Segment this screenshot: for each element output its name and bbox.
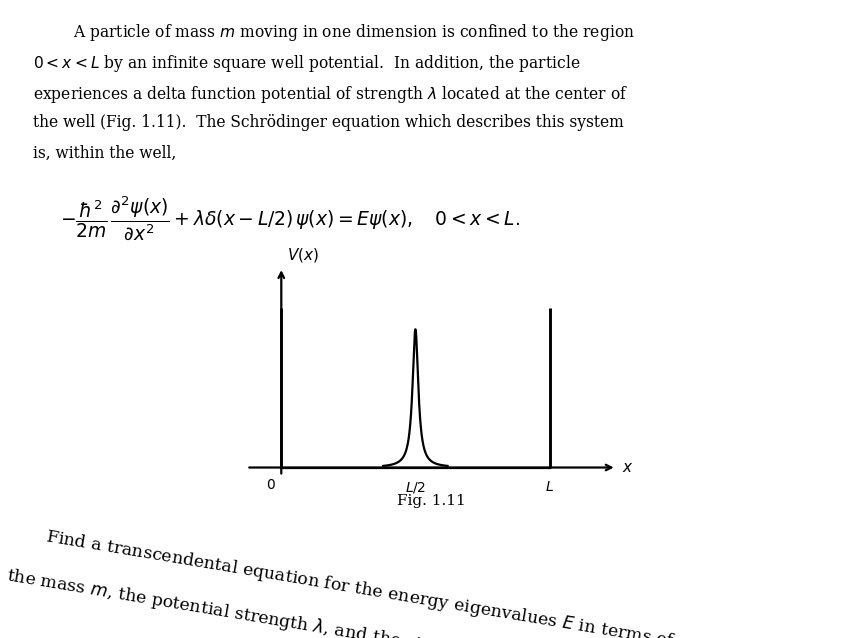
Text: the mass $m$, the potential strength $\lambda$, and the size $L$ of the system.: the mass $m$, the potential strength $\l… [5, 565, 583, 638]
Text: $x$: $x$ [622, 461, 633, 475]
Text: is, within the well,: is, within the well, [33, 145, 176, 162]
Text: experiences a delta function potential of strength $\lambda$ located at the cent: experiences a delta function potential o… [33, 84, 628, 105]
Text: Find a transcendental equation for the energy eigenvalues $E$ in terms of: Find a transcendental equation for the e… [44, 526, 677, 638]
Text: Fig. 1.11: Fig. 1.11 [397, 494, 466, 508]
Text: $L/2$: $L/2$ [405, 480, 426, 495]
Text: A particle of mass $m$ moving in one dimension is confined to the region: A particle of mass $m$ moving in one dim… [73, 22, 635, 43]
Text: $V(x)$: $V(x)$ [287, 246, 318, 263]
Text: the well (Fig. 1.11).  The Schrödinger equation which describes this system: the well (Fig. 1.11). The Schrödinger eq… [33, 114, 624, 131]
Text: $0$: $0$ [266, 478, 275, 492]
Text: $-\dfrac{\hbar^2}{2m}\,\dfrac{\partial^2\psi(x)}{\partial x^2} + \lambda\delta(x: $-\dfrac{\hbar^2}{2m}\,\dfrac{\partial^2… [60, 195, 520, 243]
Text: $0 < x < L$ by an infinite square well potential.  In addition, the particle: $0 < x < L$ by an infinite square well p… [33, 53, 580, 74]
Text: $L$: $L$ [545, 480, 554, 494]
